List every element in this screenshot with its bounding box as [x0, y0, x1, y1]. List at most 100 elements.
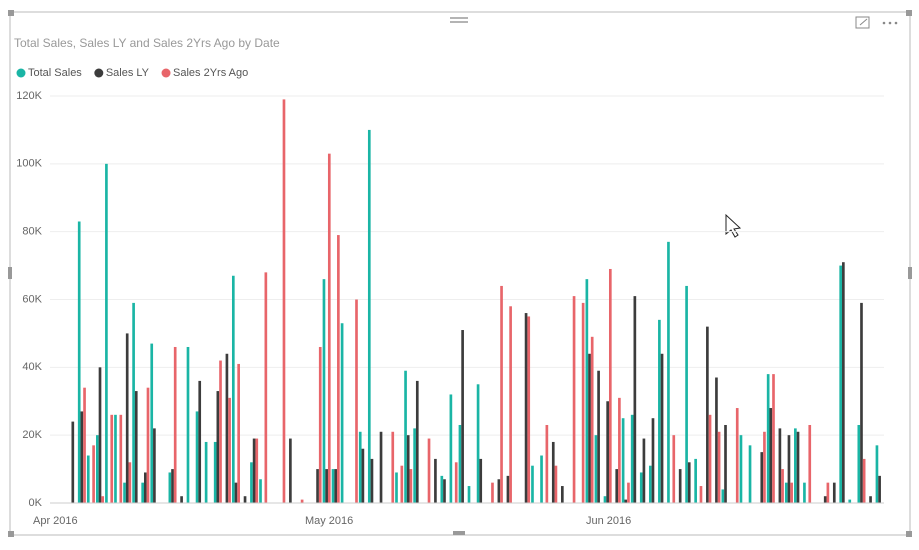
bar — [213, 441, 217, 503]
bar — [255, 438, 259, 503]
x-tick-label: Apr 2016 — [33, 515, 78, 527]
bar — [699, 486, 703, 503]
bar — [168, 472, 172, 503]
bar — [618, 397, 621, 503]
x-tick-label: Jun 2016 — [586, 515, 631, 527]
bar — [808, 424, 812, 503]
bar — [331, 469, 335, 503]
bar — [141, 482, 144, 503]
bar — [685, 285, 688, 503]
bar — [150, 343, 154, 503]
bar — [180, 496, 183, 503]
bar — [458, 424, 462, 503]
mouse-cursor — [725, 213, 742, 238]
bar — [259, 479, 262, 503]
bar — [648, 465, 652, 503]
bar — [878, 475, 881, 503]
bar — [413, 428, 416, 503]
bar — [96, 435, 99, 503]
bar — [105, 163, 108, 504]
bar — [509, 306, 512, 503]
y-tick-label: 40K — [22, 361, 42, 373]
bar — [497, 479, 501, 503]
y-tick-label: 60K — [22, 293, 42, 305]
bar — [334, 469, 338, 503]
bar — [325, 469, 328, 503]
bar — [581, 302, 585, 503]
bar — [454, 462, 458, 503]
more-options[interactable] — [882, 21, 898, 25]
bar — [739, 435, 743, 503]
bar — [639, 472, 643, 503]
bar — [585, 279, 589, 503]
bar — [794, 428, 797, 503]
bar — [832, 482, 836, 503]
bar — [234, 482, 238, 503]
bar — [337, 235, 340, 503]
bar — [708, 414, 712, 503]
bar — [860, 302, 863, 503]
bar — [560, 486, 564, 503]
bar — [316, 469, 319, 503]
bar — [781, 469, 784, 503]
bar — [633, 296, 637, 503]
bar — [92, 445, 95, 503]
bar — [857, 424, 861, 503]
y-tick-label: 100K — [16, 158, 42, 170]
bar — [760, 452, 764, 503]
bar — [778, 428, 782, 503]
bar — [318, 346, 322, 503]
bar — [80, 411, 84, 503]
x-tick-label: May 2016 — [305, 515, 353, 527]
legend-marker — [16, 68, 26, 78]
bar — [243, 496, 247, 503]
resize-handles[interactable] — [8, 10, 912, 537]
bar — [642, 438, 646, 503]
bar — [787, 435, 791, 503]
bar — [540, 455, 543, 503]
bar — [724, 424, 727, 503]
bar — [796, 431, 800, 503]
bar — [322, 279, 326, 503]
bar — [687, 462, 691, 503]
drag-handle[interactable] — [450, 17, 468, 23]
bar — [134, 391, 138, 503]
bar — [826, 482, 830, 503]
bar — [327, 153, 331, 504]
bar — [621, 418, 625, 503]
bar — [219, 360, 222, 503]
bar — [875, 445, 879, 503]
bar — [83, 387, 86, 503]
bar — [524, 313, 528, 503]
bar — [790, 482, 793, 503]
bar — [228, 397, 231, 503]
bar — [461, 330, 464, 503]
bar — [391, 431, 395, 503]
bar — [624, 499, 628, 503]
bar — [361, 448, 365, 503]
bar — [171, 469, 174, 503]
bar — [195, 411, 199, 503]
bar — [603, 496, 607, 503]
bar — [862, 458, 866, 503]
bar — [153, 428, 156, 503]
bar — [590, 336, 594, 503]
bar — [784, 482, 788, 503]
bar — [146, 387, 150, 503]
bar — [114, 414, 117, 503]
bar — [370, 458, 374, 503]
bar — [198, 380, 202, 503]
bar — [300, 499, 304, 503]
bar — [409, 469, 413, 503]
bar — [427, 438, 431, 503]
bar — [608, 268, 612, 503]
bar — [527, 316, 531, 503]
bar — [358, 431, 362, 503]
bar — [467, 486, 471, 503]
bar — [763, 431, 766, 503]
bar — [225, 353, 229, 503]
focus-mode-icon[interactable] — [855, 16, 870, 29]
bar — [449, 394, 453, 503]
bar — [772, 374, 775, 503]
bar — [434, 458, 437, 503]
